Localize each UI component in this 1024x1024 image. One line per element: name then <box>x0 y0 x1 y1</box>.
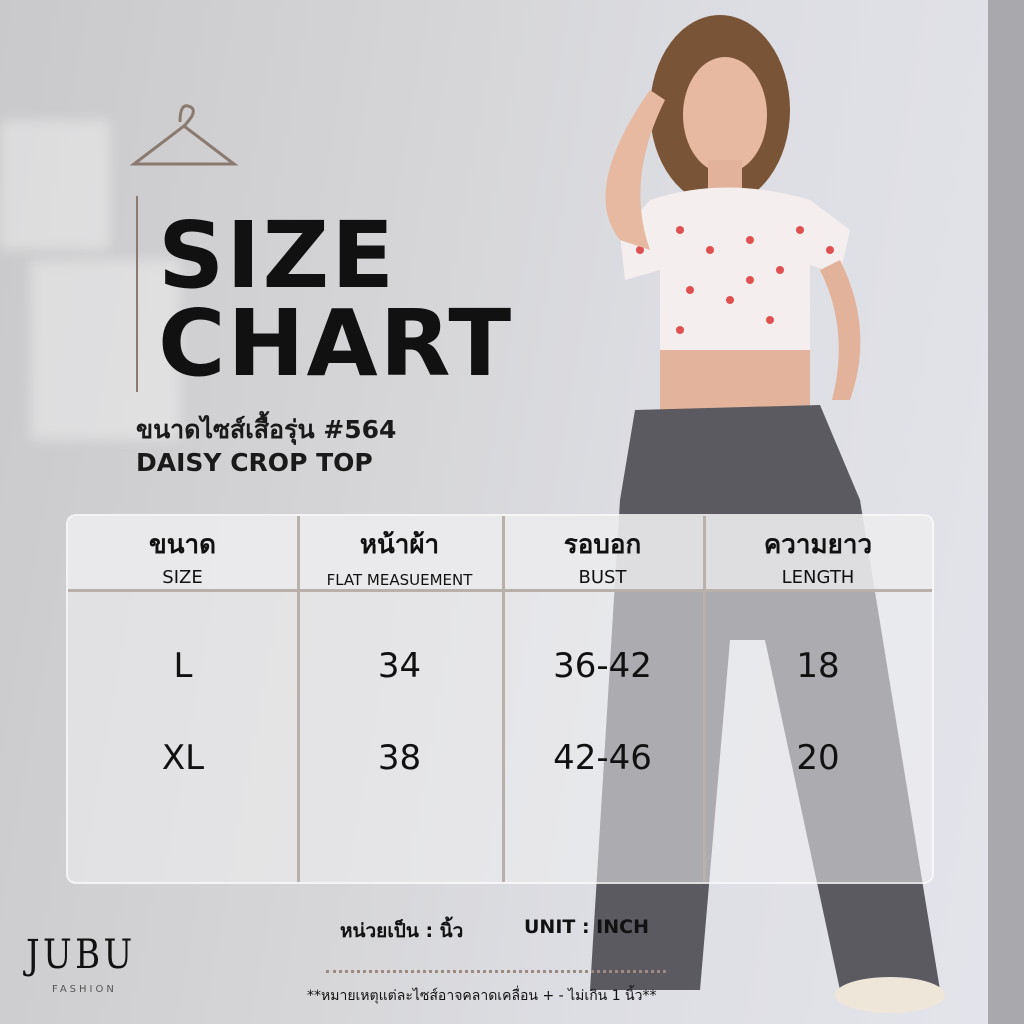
cell-bust: 36-42 <box>553 646 652 686</box>
tolerance-note: **หมายเหตุแต่ละไซส์อาจคลาดเคลื่อน + - ไม… <box>307 988 657 1004</box>
subtitle-thai: ขนาดไซส์เสื้อรุ่น #564 <box>136 415 397 444</box>
header-english: FLAT MEASUEMENT <box>326 571 473 589</box>
header-flat: หน้าผ้า FLAT MEASUEMENT <box>297 516 502 589</box>
header-size: ขนาด SIZE <box>68 516 297 588</box>
brand-tagline: FASHION <box>52 984 117 995</box>
header-thai: รอบอก <box>563 530 642 560</box>
cell-flat: 34 <box>377 646 422 686</box>
title-line-1: SIZE <box>158 202 397 309</box>
dotted-divider <box>326 970 666 973</box>
column-divider <box>703 516 706 882</box>
header-english: SIZE <box>162 567 203 588</box>
header-length: ความยาว LENGTH <box>703 516 932 588</box>
size-table: ขนาด SIZE หน้าผ้า FLAT MEASUEMENT รอบอก … <box>66 514 934 884</box>
column-divider <box>502 516 505 882</box>
unit-english: UNIT : INCH <box>524 916 650 938</box>
header-thai: ความยาว <box>763 530 873 560</box>
unit-thai: หน่วยเป็น : นิ้ว <box>340 920 464 942</box>
hanger-icon <box>130 104 239 166</box>
cell-length: 20 <box>796 738 840 778</box>
table-header <box>68 516 932 592</box>
accent-line <box>136 196 138 392</box>
header-thai: ขนาด <box>148 530 217 560</box>
column-divider <box>297 516 300 882</box>
subtitle-english: DAISY CROP TOP <box>136 448 373 477</box>
cell-bust: 42-46 <box>553 738 652 778</box>
window-light <box>0 120 110 250</box>
brand-logo: JUBU <box>26 932 136 978</box>
window-light <box>30 260 180 440</box>
header-english: BUST <box>578 567 627 588</box>
header-bust: รอบอก BUST <box>502 516 703 588</box>
cell-length: 18 <box>796 646 840 686</box>
cell-size: L <box>173 646 193 686</box>
cell-flat: 38 <box>377 738 422 778</box>
background-wall <box>988 0 1024 1024</box>
title-line-2: CHART <box>158 290 514 397</box>
header-thai: หน้าผ้า <box>359 530 440 560</box>
header-english: LENGTH <box>781 567 855 588</box>
cell-size: XL <box>161 738 205 778</box>
